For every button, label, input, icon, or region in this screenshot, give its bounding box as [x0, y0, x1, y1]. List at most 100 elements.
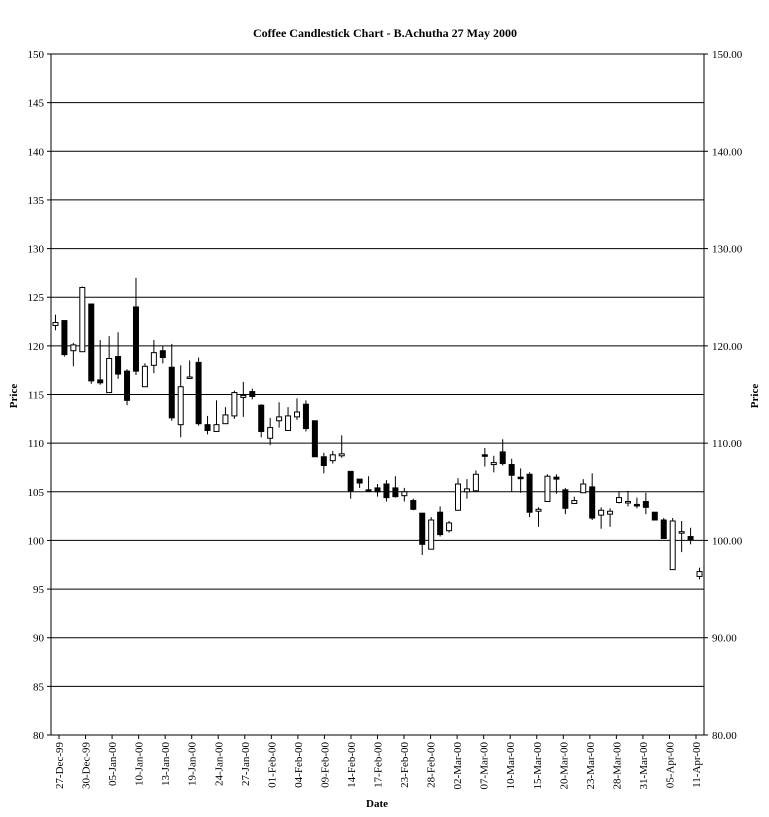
- x-tick-label: 10-Mar-00: [505, 742, 517, 790]
- candle: [186, 360, 193, 379]
- candle-body-up: [267, 427, 274, 439]
- candle: [463, 479, 470, 499]
- candle-body-up: [79, 286, 86, 353]
- candle: [437, 506, 444, 537]
- candle: [410, 498, 417, 511]
- candle-body-down: [132, 306, 139, 372]
- y-tick-label: 125: [28, 292, 45, 304]
- y-tick-label: 150: [28, 49, 45, 61]
- x-tick-label: 30-Dec-99: [81, 742, 93, 790]
- candle-body-down: [651, 511, 658, 521]
- candle-body-up: [544, 475, 551, 503]
- candle: [383, 480, 390, 502]
- candle-body-down: [88, 303, 95, 382]
- candle-body-down: [124, 370, 131, 401]
- y-tick-label: 115: [28, 390, 45, 402]
- candle-body-down: [159, 350, 166, 359]
- candle-body-down: [419, 512, 426, 545]
- x-tick-label: 31-Mar-00: [638, 742, 650, 790]
- candle-body-up: [70, 344, 77, 352]
- candle: [258, 404, 265, 438]
- candle-body-up: [455, 483, 462, 511]
- y2-tick-label: 140.00: [712, 146, 743, 158]
- candle-body-up: [293, 411, 300, 418]
- candle: [481, 448, 488, 467]
- candle: [159, 345, 166, 364]
- y2-tick-label: 100.00: [712, 535, 743, 547]
- candle-body-down: [347, 470, 354, 492]
- candle: [490, 455, 497, 473]
- y-axis-label: Price: [8, 384, 20, 409]
- candle-body-up: [276, 416, 283, 422]
- x-tick-label: 17-Feb-00: [373, 742, 385, 788]
- candle: [97, 340, 104, 385]
- candle-body-down: [320, 456, 327, 467]
- x-tick-label: 23-Feb-00: [399, 742, 411, 788]
- x-tick-label: 19-Jan-00: [187, 742, 199, 786]
- candle-body-down: [168, 366, 175, 419]
- candle-body-up: [580, 483, 587, 494]
- candle: [124, 369, 131, 406]
- candle-body-up: [598, 509, 605, 516]
- x-tick-label: 01-Feb-00: [266, 742, 278, 788]
- candle-body-down: [365, 489, 372, 492]
- candle: [607, 508, 614, 527]
- candle: [356, 478, 363, 488]
- candles: [52, 277, 703, 580]
- candle-body-down: [258, 404, 265, 432]
- candle: [329, 450, 336, 464]
- candle-body-down: [392, 487, 399, 498]
- candle-body-down: [562, 489, 569, 509]
- candle: [222, 407, 229, 425]
- candle-body-up: [186, 376, 193, 379]
- candle-body-up: [535, 508, 542, 512]
- candle-body-down: [311, 420, 318, 458]
- candle-body-down: [660, 519, 667, 539]
- candle: [678, 520, 685, 553]
- candle-body-up: [678, 531, 685, 534]
- candle: [88, 303, 95, 384]
- y2-axis-label: Price: [749, 384, 761, 409]
- candle-body-up: [240, 394, 247, 398]
- candle: [195, 357, 202, 426]
- candle: [508, 458, 515, 492]
- candle: [392, 476, 399, 498]
- y-tick-label: 95: [33, 584, 45, 596]
- candle: [446, 520, 453, 533]
- candle: [687, 527, 694, 545]
- x-tick-label: 07-Mar-00: [479, 742, 491, 790]
- x-tick-label: 15-Mar-00: [532, 742, 544, 790]
- y2-tick-label: 80.00: [712, 730, 737, 742]
- candle-body-up: [329, 454, 336, 462]
- y-tick-label: 90: [33, 633, 45, 645]
- x-tick-label: 23-Mar-00: [585, 742, 597, 790]
- candle: [302, 400, 309, 432]
- candle: [401, 487, 408, 502]
- candle-body-down: [481, 454, 488, 457]
- y-tick-label: 140: [28, 146, 45, 158]
- candle-body-down: [526, 473, 533, 513]
- candle-body-down: [499, 451, 506, 465]
- candle-body-down: [374, 487, 381, 493]
- x-tick-label: 28-Feb-00: [426, 742, 438, 788]
- candle: [311, 420, 318, 458]
- candle-body-down: [115, 356, 122, 375]
- candle: [517, 468, 524, 493]
- candle: [177, 365, 184, 438]
- candle: [428, 517, 435, 550]
- candle: [544, 474, 551, 503]
- candle: [562, 487, 569, 515]
- candle: [669, 518, 676, 571]
- candle: [141, 363, 148, 388]
- candle-body-up: [285, 415, 292, 431]
- candle-body-down: [97, 379, 104, 384]
- candle-body-up: [222, 414, 229, 425]
- x-tick-label: 09-Feb-00: [319, 742, 331, 788]
- candle-body-down: [553, 476, 560, 480]
- y2-tick-label: 120.00: [712, 341, 743, 353]
- candle: [150, 340, 157, 374]
- candle: [616, 491, 623, 504]
- candle: [338, 435, 345, 458]
- candle-body-up: [106, 358, 113, 394]
- candle-body-up: [213, 424, 220, 432]
